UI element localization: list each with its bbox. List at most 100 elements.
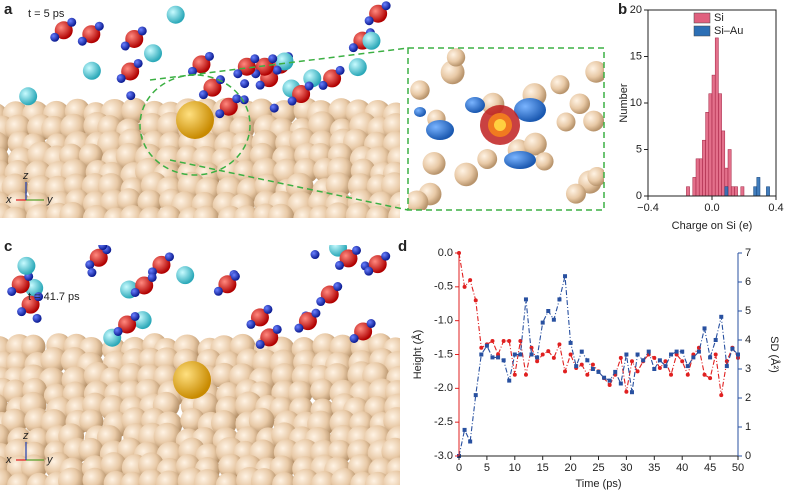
marker [613, 369, 618, 374]
marker [462, 284, 467, 289]
y2-tick-label: 0 [745, 450, 751, 462]
marker [663, 359, 668, 364]
atom [152, 255, 171, 274]
atom [133, 58, 143, 68]
legend-label: Si–Au [714, 25, 743, 37]
atom [89, 248, 108, 267]
atom [381, 1, 391, 11]
atom [77, 36, 87, 46]
atom [362, 31, 381, 50]
marker [479, 352, 484, 357]
atom [34, 292, 44, 302]
atom [308, 111, 336, 139]
marker [724, 364, 729, 369]
x-tick-label: 0 [456, 462, 462, 474]
x-tick-label: 20 [564, 462, 576, 474]
atom [82, 61, 101, 80]
atom [125, 29, 144, 48]
atom [335, 65, 345, 75]
bar [724, 186, 729, 197]
time-label: t = 41.7 ps [28, 291, 80, 303]
atom [269, 103, 279, 113]
y-tick-label: 5 [636, 143, 642, 155]
atom [21, 295, 40, 314]
zoom-box [407, 47, 605, 211]
y-tick-label: 0 [636, 190, 642, 202]
atom [67, 17, 77, 27]
y2-tick-label: 6 [745, 276, 751, 288]
atom [294, 323, 304, 333]
marker [713, 338, 718, 342]
x-axis-label: Time (ps) [575, 478, 621, 490]
marker [523, 297, 528, 302]
y2-tick-label: 5 [745, 305, 751, 317]
y2-tick-label: 4 [745, 334, 751, 346]
atom [144, 44, 163, 63]
atom [100, 452, 127, 478]
marker [730, 346, 735, 351]
marker [646, 349, 651, 354]
atom [40, 347, 67, 374]
atom [354, 322, 373, 341]
bar [708, 93, 713, 197]
panel-label: d [398, 238, 407, 255]
bar [692, 177, 697, 197]
marker [724, 359, 729, 364]
atom [130, 311, 140, 321]
y-tick-label: 15 [630, 50, 642, 62]
x-tick-label: 45 [704, 462, 716, 474]
marker [468, 439, 473, 444]
atom [364, 16, 374, 26]
atom [156, 205, 182, 218]
marker [468, 278, 473, 283]
atom [87, 268, 97, 278]
atom [176, 101, 214, 139]
y-axis-label: Height (Å) [411, 330, 424, 380]
marker [518, 352, 523, 357]
marker [702, 372, 707, 377]
marker [590, 367, 595, 371]
atom [369, 4, 388, 23]
marker [596, 369, 601, 374]
axis-letter: y [46, 454, 54, 466]
bar [766, 186, 770, 197]
marker [663, 364, 668, 369]
marker [708, 376, 713, 381]
y-tick-label: 10 [630, 97, 642, 109]
atom [116, 73, 126, 83]
atom [583, 110, 604, 132]
atom [193, 469, 222, 485]
atom [325, 172, 352, 199]
marker [624, 389, 629, 394]
legend-swatch [693, 12, 711, 24]
atom [267, 203, 295, 218]
x-tick-label: 40 [676, 462, 688, 474]
atom [213, 286, 223, 296]
marker [641, 358, 646, 363]
atom [215, 472, 241, 485]
bar [753, 186, 758, 197]
atom [204, 51, 214, 61]
atom [408, 190, 429, 210]
atom [120, 471, 145, 485]
atom [17, 307, 27, 317]
marker [523, 372, 528, 377]
y2-tick-label: 3 [745, 363, 751, 375]
marker [691, 355, 696, 360]
atom [233, 69, 243, 79]
charge-lobe [414, 107, 426, 117]
atom [523, 132, 547, 156]
marker [657, 358, 662, 363]
surface [0, 1, 400, 218]
x-tick-label: 0.0 [704, 202, 719, 214]
atom [135, 276, 154, 295]
marker [535, 359, 540, 364]
atom [310, 250, 320, 260]
marker [607, 378, 612, 383]
panel-label: c [4, 238, 12, 255]
marker [507, 378, 512, 383]
atom [345, 202, 373, 218]
marker [629, 390, 634, 395]
atom [2, 206, 29, 218]
atom [126, 91, 136, 101]
